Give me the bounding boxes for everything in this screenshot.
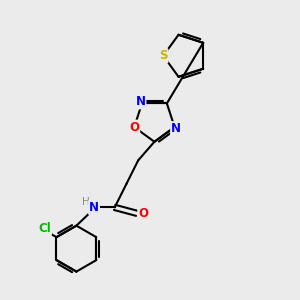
Text: H: H xyxy=(82,197,90,207)
Text: Cl: Cl xyxy=(38,222,51,235)
Text: N: N xyxy=(136,95,146,108)
Text: O: O xyxy=(129,121,139,134)
Text: O: O xyxy=(138,207,148,220)
Text: N: N xyxy=(171,122,181,135)
Text: N: N xyxy=(89,201,99,214)
Text: S: S xyxy=(159,49,167,62)
